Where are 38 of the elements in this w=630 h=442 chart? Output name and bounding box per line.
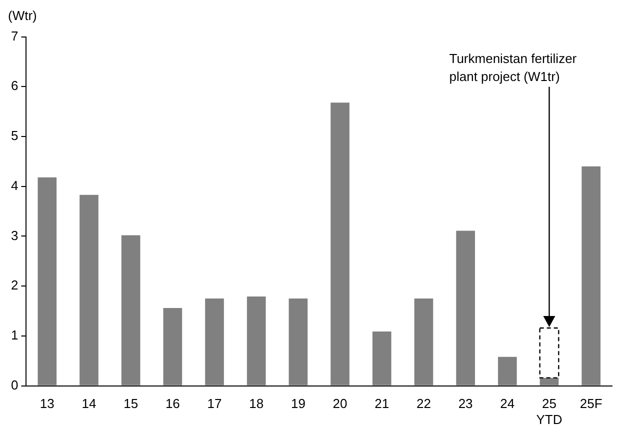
y-tick-label: 4 — [10, 178, 18, 193]
y-tick-label: 3 — [10, 228, 18, 243]
bar — [456, 230, 475, 386]
bar — [540, 378, 559, 386]
x-tick-label: 16 — [165, 396, 180, 412]
bar — [288, 298, 308, 386]
bar — [372, 331, 392, 386]
bar — [80, 194, 98, 386]
bar — [38, 177, 57, 386]
x-tick-label: 18 — [249, 396, 264, 412]
x-tick-label: 13 — [40, 396, 54, 412]
x-tick-label: 15 — [124, 396, 138, 412]
annotation: Turkmenistan fertilizer plant project (W1tr) — [449, 50, 578, 84]
x-tick-label: 24 — [500, 396, 515, 412]
x-tick-label: 23 — [458, 396, 473, 412]
bar — [330, 102, 350, 386]
y-tick-label: 1 — [10, 328, 18, 343]
x-tick-label: 25 YTD — [536, 396, 562, 427]
x-tick-label: 21 — [374, 396, 390, 412]
bar — [582, 166, 600, 386]
x-tick-label: 20 — [332, 396, 348, 412]
bar — [498, 356, 517, 386]
bar — [205, 298, 224, 386]
x-tick-label: 22 — [416, 396, 431, 412]
x-tick-label: 17 — [207, 396, 222, 412]
x-tick-label: 19 — [290, 396, 306, 412]
y-tick-label: 6 — [10, 78, 18, 94]
y-tick-label: 2 — [10, 278, 18, 293]
y-tick-label: 5 — [10, 128, 18, 144]
y-tick-label: 0 — [10, 377, 18, 392]
y-axis-title: (Wtr) — [8, 8, 38, 25]
bar — [163, 308, 182, 386]
x-tick-label: 14 — [82, 396, 96, 412]
bar — [121, 235, 140, 386]
bar — [246, 296, 266, 386]
bar — [414, 298, 434, 386]
y-tick-label: 7 — [10, 28, 18, 44]
x-tick-label: 25F — [580, 396, 602, 412]
